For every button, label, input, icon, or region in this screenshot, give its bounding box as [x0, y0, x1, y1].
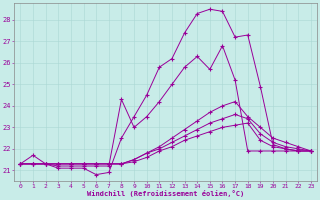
X-axis label: Windchill (Refroidissement éolien,°C): Windchill (Refroidissement éolien,°C): [87, 190, 244, 197]
